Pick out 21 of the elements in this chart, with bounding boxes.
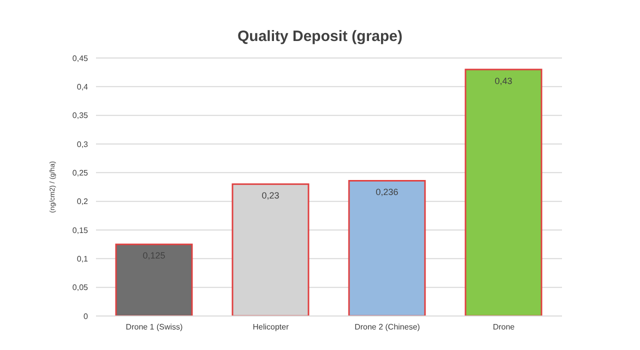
data-label: 0,236	[376, 187, 398, 198]
data-label: 0,43	[494, 76, 512, 86]
x-tick-label: Helicopter	[252, 322, 290, 332]
data-label: 0,23	[262, 190, 280, 201]
bar	[115, 244, 193, 316]
x-tick-label: Drone 2 (Chinese)	[354, 322, 420, 332]
x-tick-label: Drone	[492, 322, 516, 332]
y-tick-label: 0,25	[72, 168, 89, 178]
bar	[464, 68, 542, 316]
bar	[348, 180, 426, 316]
x-tick-label: Drone 1 (Swiss)	[126, 322, 184, 332]
y-tick-label: 0,1	[76, 254, 89, 264]
y-tick-label: 0,45	[72, 54, 89, 63]
y-tick-label: 0,15	[72, 226, 89, 235]
y-tick-label: 0,05	[72, 283, 89, 292]
chart-title: Quality Deposit (grape)	[236, 27, 404, 47]
y-tick-label: 0,35	[72, 111, 89, 120]
y-tick-label: 0	[84, 312, 89, 321]
y-tick-label: 0,4	[76, 82, 89, 92]
y-tick-label: 0,2	[76, 197, 89, 206]
y-tick-label: 0,3	[76, 140, 89, 149]
